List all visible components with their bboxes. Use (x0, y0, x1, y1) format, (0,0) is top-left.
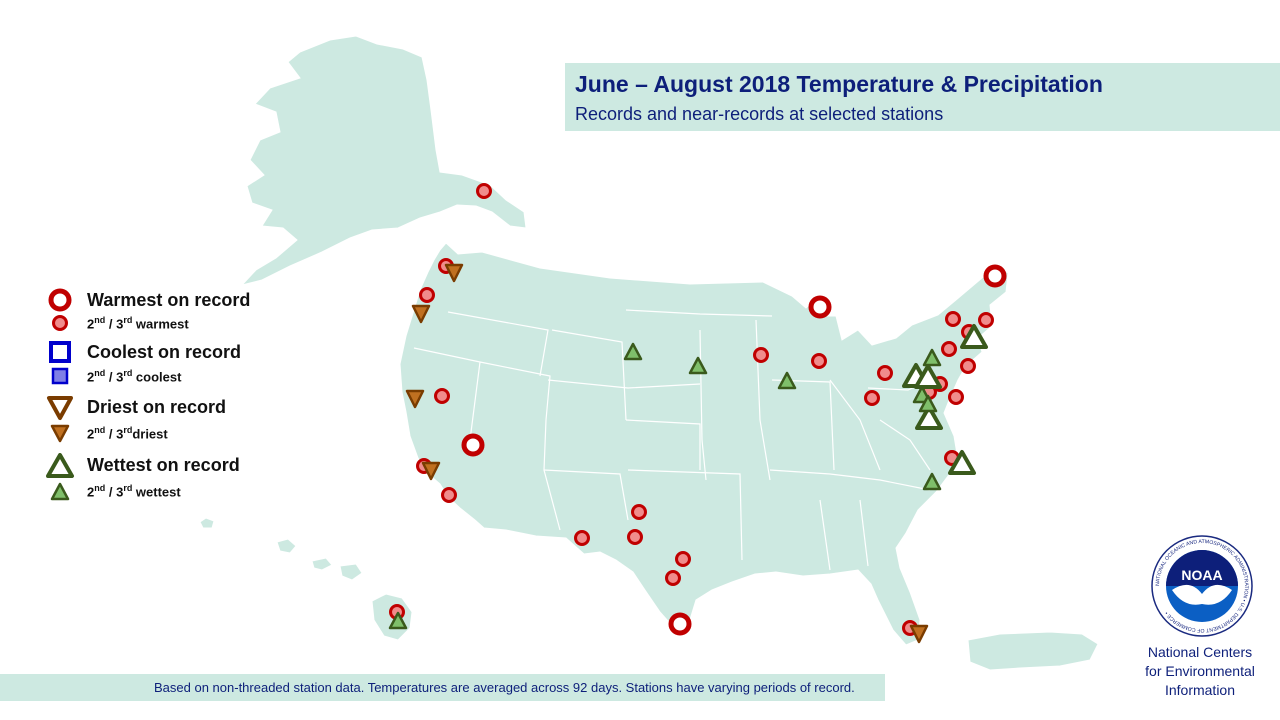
hawaii-island-2 (276, 538, 297, 554)
legend-label-cool-23: 2nd / 3rd coolest (87, 368, 182, 385)
cool-2nd-3rd-icon (51, 367, 69, 385)
dry-2nd-3rd-marker (909, 624, 929, 644)
wet-2nd-3rd-marker (922, 472, 942, 491)
warm-2nd-3rd-marker (476, 183, 492, 199)
svg-text:NOAA: NOAA (1181, 567, 1222, 583)
legend-label-coolest: Coolest on record (87, 342, 242, 362)
legend-label-driest: Driest on record (87, 397, 227, 417)
land-masses (199, 35, 1099, 671)
dry-2nd-3rd-marker (421, 461, 441, 481)
legend-label-dry-23: 2nd / 3rddriest (87, 425, 168, 442)
warm-2nd-3rd-marker (665, 570, 681, 586)
wet-record-marker (948, 450, 976, 475)
driest-record-icon (47, 396, 73, 420)
legend-label-warm-23: 2nd / 3rd warmest (87, 315, 189, 332)
hawaii-island-3 (311, 557, 333, 571)
warm-2nd-3rd-marker (434, 388, 450, 404)
footer-text: Based on non-threaded station data. Temp… (154, 680, 855, 695)
legend-label-warmest: Warmest on record (87, 290, 251, 310)
warm-2nd-3rd-marker (631, 504, 647, 520)
wet-2nd-3rd-marker (388, 611, 408, 630)
wet-2nd-3rd-marker (922, 348, 942, 367)
warmest-record-marker (461, 433, 485, 457)
ncei-name: National Centers for Environmental Infor… (1128, 643, 1272, 700)
warm-2nd-3rd-marker (627, 529, 643, 545)
footer-note: Based on non-threaded station data. Temp… (0, 674, 885, 701)
alaska-landmass (240, 35, 527, 286)
contiguous-us (399, 242, 1009, 646)
warm-2nd-3rd-marker (441, 487, 457, 503)
legend-label-wettest: Wettest on record (87, 455, 240, 475)
wet-2nd-3rd-marker (688, 356, 708, 375)
wet-2nd-3rd-marker (918, 394, 938, 413)
wet-record-marker (960, 324, 988, 349)
warm-2nd-3rd-marker (877, 365, 893, 381)
warm-2nd-3rd-marker (864, 390, 880, 406)
warm-2nd-3rd-marker (941, 341, 957, 357)
warmest-record-marker (983, 264, 1007, 288)
warm-2nd-3rd-marker (811, 353, 827, 369)
warm-2nd-3rd-marker (574, 530, 590, 546)
map-title: June – August 2018 Temperature & Precipi… (575, 71, 1103, 97)
wet-record-marker (914, 364, 942, 389)
warm-2nd-3rd-icon (52, 315, 68, 331)
warmest-record-marker (668, 612, 692, 636)
dry-2nd-3rd-icon (50, 424, 70, 443)
wettest-record-icon (46, 453, 74, 478)
wet-2nd-3rd-marker (623, 342, 643, 361)
dry-2nd-3rd-marker (405, 389, 425, 409)
warm-2nd-3rd-marker (753, 347, 769, 363)
warm-2nd-3rd-marker (419, 287, 435, 303)
state-borders (413, 309, 931, 571)
warm-2nd-3rd-marker (675, 551, 691, 567)
warmest-record-icon (48, 288, 72, 312)
station-symbols (388, 183, 1007, 644)
warmest-record-marker (808, 295, 832, 319)
warm-2nd-3rd-marker (978, 312, 994, 328)
ncei-line-1: National Centers (1147, 644, 1253, 660)
warm-2nd-3rd-marker (948, 389, 964, 405)
dry-2nd-3rd-marker (444, 263, 464, 283)
hawaii-island-1 (199, 517, 215, 529)
title-box: June – August 2018 Temperature & Precipi… (565, 63, 1280, 131)
wet-record-marker (915, 405, 943, 430)
puerto-rico (967, 631, 1099, 671)
ncei-line-3: Information (1164, 682, 1236, 698)
coolest-record-icon (49, 341, 71, 363)
warm-2nd-3rd-marker (945, 311, 961, 327)
map-subtitle: Records and near-records at selected sta… (575, 104, 944, 124)
wet-2nd-3rd-marker (777, 371, 797, 390)
legend: Warmest on record 2nd / 3rd warmest Cool… (44, 288, 304, 508)
hawaii-island-4 (339, 563, 363, 581)
ncei-line-2: for Environmental (1145, 663, 1255, 679)
legend-label-wet-23: 2nd / 3rd wettest (87, 483, 181, 500)
wet-2nd-3rd-icon (50, 482, 70, 501)
noaa-logo: NOAA NATIONAL OCEANIC AND ATMOSPHERIC AD… (1151, 535, 1253, 637)
warm-2nd-3rd-marker (960, 358, 976, 374)
dry-2nd-3rd-marker (411, 304, 431, 324)
